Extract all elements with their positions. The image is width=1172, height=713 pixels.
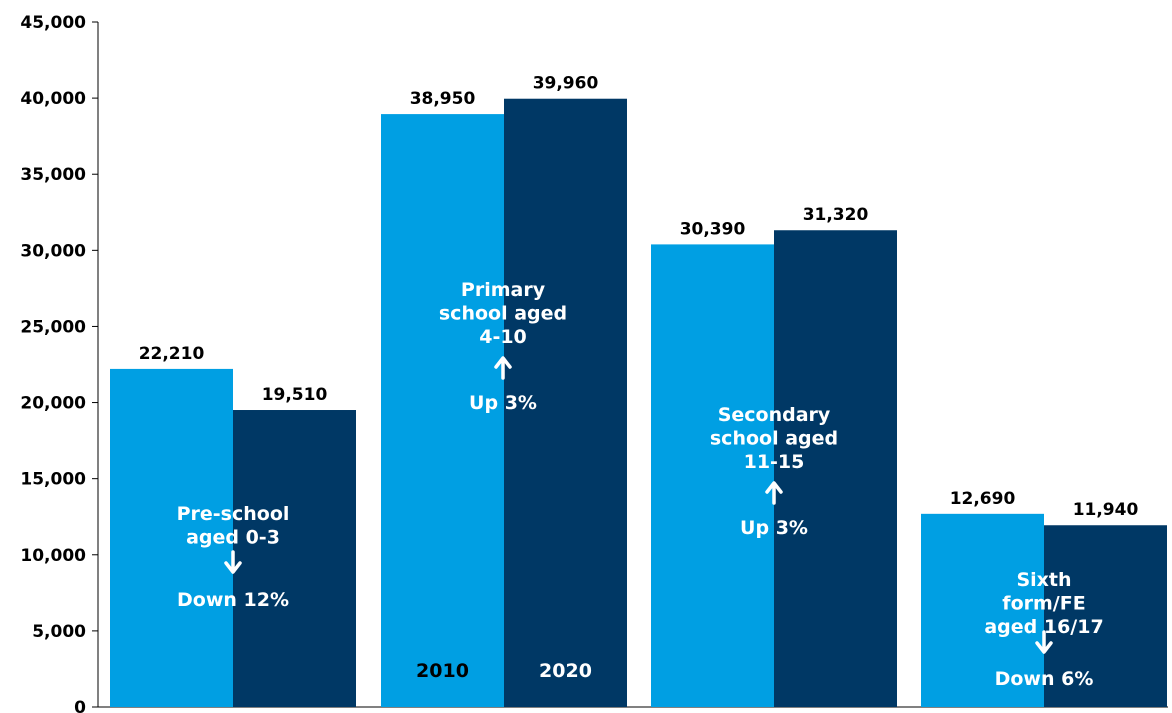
annotation-text: Secondary — [718, 404, 831, 426]
y-tick-label: 25,000 — [20, 317, 86, 337]
data-label: 19,510 — [262, 385, 328, 405]
legend-label-2010: 2010 — [416, 660, 469, 682]
annotation-change: Down 12% — [177, 589, 289, 611]
bar-2020-3 — [1044, 525, 1167, 707]
annotation-change: Up 3% — [469, 392, 537, 414]
bars-layer — [110, 98, 1167, 708]
y-tick-label: 40,000 — [20, 89, 86, 109]
y-tick-label: 20,000 — [20, 394, 86, 414]
data-label: 31,320 — [803, 205, 869, 225]
axis-layer: 0 5,000 10,000 15,000 20,000 25,000 30,000 35,0… — [20, 13, 1168, 713]
y-tick-label: 15,000 — [20, 470, 86, 490]
data-label: 30,390 — [680, 219, 746, 239]
annotation-change: Up 3% — [740, 517, 808, 539]
data-label: 11,940 — [1073, 500, 1139, 520]
annotation-text: form/FE — [1002, 593, 1085, 615]
y-tick-label: 30,000 — [20, 241, 86, 261]
arrow-up-icon — [765, 481, 783, 505]
annotation-text: Pre-school — [177, 503, 290, 525]
y-tick-label: 10,000 — [20, 546, 86, 566]
annotation-text: 11-15 — [744, 451, 805, 473]
y-tick-label: 35,000 — [20, 165, 86, 185]
data-label: 38,950 — [410, 89, 476, 109]
y-tick-label: 5,000 — [32, 622, 86, 642]
arrow-down-icon — [1035, 630, 1053, 654]
annotation-text: 4-10 — [479, 326, 527, 348]
annotation-text: aged 16/17 — [984, 616, 1103, 638]
annotation-text: school aged — [439, 303, 567, 325]
bar-2020-0 — [233, 410, 356, 707]
bar-2020-1 — [504, 98, 627, 708]
annotation-text: school aged — [710, 428, 838, 450]
bar-2010-3 — [921, 513, 1044, 707]
annotation-text: aged 0-3 — [186, 527, 280, 549]
arrow-down-icon — [224, 550, 242, 574]
annotation-text: Primary — [461, 279, 546, 301]
y-tick-label: 45,000 — [20, 13, 86, 33]
y-tick-label: 0 — [74, 698, 86, 713]
data-label: 39,960 — [533, 74, 599, 94]
bar-2010-2 — [651, 244, 774, 707]
bar-2010-1 — [381, 114, 504, 708]
arrow-up-icon — [494, 356, 512, 380]
annotation-text: Sixth — [1016, 569, 1071, 591]
legend-label-2020: 2020 — [539, 660, 592, 682]
annotation-change: Down 6% — [995, 668, 1094, 690]
data-label: 22,210 — [139, 344, 205, 364]
bar-2010-0 — [110, 368, 233, 707]
data-label: 12,690 — [950, 489, 1016, 509]
labels-layer: 22,210 38,950 30,390 12,690 19,510 39,960 31,3… — [139, 74, 1139, 682]
bar-2020-2 — [774, 230, 897, 708]
